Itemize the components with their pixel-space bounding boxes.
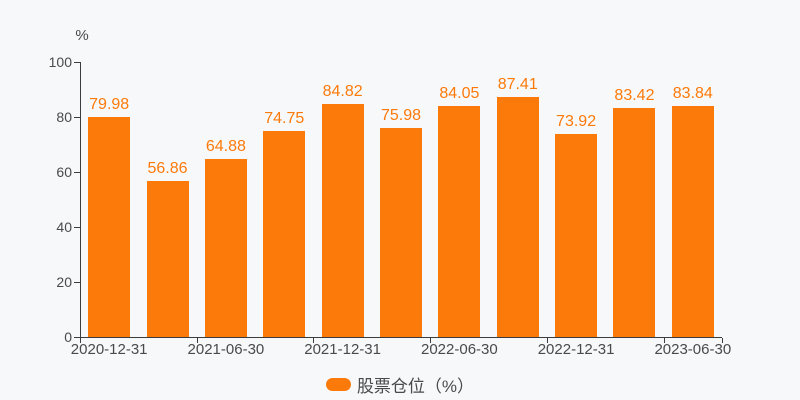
bar-2021-06-30[interactable]	[204, 158, 247, 337]
y-axis-line	[80, 62, 81, 337]
x-axis-tick-label: 2022-12-31	[537, 341, 615, 358]
bar-period-2[interactable]	[146, 180, 189, 337]
x-axis-tick-label: 2021-06-30	[187, 341, 265, 358]
x-axis-tick-label: 2023-06-30	[654, 341, 732, 358]
bar-value-label: 83.42	[614, 86, 655, 104]
y-axis-tick	[74, 282, 80, 283]
x-axis-tick	[313, 338, 315, 343]
x-axis-tick	[80, 338, 81, 343]
bar-value-label: 75.98	[380, 107, 422, 125]
bar-period-8[interactable]	[496, 96, 539, 337]
bar-2023-06-30[interactable]	[671, 106, 714, 337]
bar-2021-12-31[interactable]	[321, 103, 364, 337]
bar-value-label: 73.92	[556, 112, 597, 130]
x-axis-tick	[430, 338, 432, 343]
bar-2022-06-30[interactable]	[438, 105, 481, 337]
x-axis-tick-label: 2022-06-30	[420, 341, 498, 358]
bar-value-label: 56.86	[147, 159, 188, 177]
y-axis-tick	[74, 62, 80, 63]
y-axis-tick	[74, 337, 80, 338]
y-axis-tick	[74, 227, 80, 228]
y-axis-tick	[74, 172, 80, 173]
y-axis-tick-label: 80	[56, 109, 72, 125]
bar-value-label: 84.82	[322, 82, 363, 100]
y-axis-tick	[74, 117, 80, 118]
y-axis-tick-label: 20	[56, 274, 72, 290]
y-axis-tick-label: 100	[48, 54, 72, 70]
bar-2020-12-31[interactable]	[88, 117, 131, 337]
x-axis-tick-label: 2021-12-31	[304, 341, 381, 358]
bar-value-label: 79.98	[89, 96, 130, 114]
bar-value-label: 64.88	[205, 137, 246, 155]
bar-period-6[interactable]	[380, 128, 422, 337]
bar-value-label: 83.84	[672, 85, 713, 103]
bar-value-label: 87.41	[497, 75, 538, 93]
legend-marker-icon	[325, 377, 351, 391]
bar-period-4[interactable]	[263, 131, 306, 337]
y-axis-tick-label: 60	[56, 164, 72, 180]
legend-item-stock-position[interactable]: 股票仓位（%）	[0, 374, 800, 396]
legend-label: 股票仓位（%）	[356, 376, 475, 396]
y-axis-tick-label: 0	[64, 329, 72, 345]
x-axis-tick	[663, 338, 665, 343]
x-axis-tick	[546, 338, 548, 343]
x-axis-tick	[196, 338, 198, 343]
bar-value-label: 74.75	[264, 110, 305, 128]
bar-period-10[interactable]	[613, 107, 656, 337]
x-axis-tick-label: 2020-12-31	[70, 341, 148, 358]
y-axis-unit-label: %	[75, 27, 89, 44]
x-axis-tick	[722, 338, 723, 343]
bar-value-label: 84.05	[439, 84, 480, 102]
y-axis-tick-label: 40	[56, 219, 72, 235]
x-axis-line	[80, 337, 722, 338]
bar-2022-12-31[interactable]	[555, 133, 598, 337]
